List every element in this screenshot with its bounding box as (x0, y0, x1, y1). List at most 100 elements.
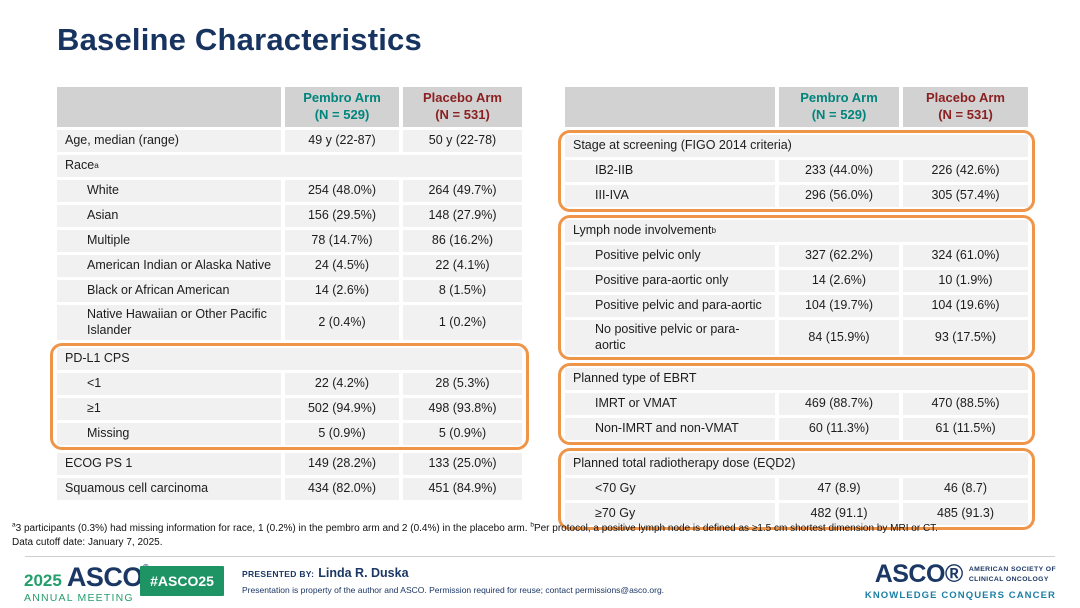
table-row: ≥1 502 (94.9%) 498 (93.8%) (57, 398, 522, 421)
placebo-value-cell: 50 y (22-78) (403, 130, 522, 152)
placebo-value-cell: 470 (88.5%) (903, 393, 1028, 416)
row-label-text: IMRT or VMAT (595, 396, 677, 411)
section-label: Planned total radiotherapy dose (EQD2) (565, 453, 1028, 476)
column-header-pembro: Pembro Arm (N = 529) (285, 87, 399, 127)
row-label: Asian (57, 205, 281, 227)
row-label: ECOG PS 1 (57, 453, 281, 476)
baseline-table-right: Pembro Arm (N = 529) Placebo Arm (N = 531) S… (558, 87, 1035, 531)
asco-logo-top: ASCO® AMERICAN SOCIETY OF CLINICAL ONCOL… (865, 562, 1056, 587)
table-row: Positive pelvic and para-aortic 104 (19.7… (565, 295, 1028, 317)
section-label-text: Stage at screening (FIGO 2014 criteria) (573, 138, 792, 153)
table-row: ≥70 Gy 482 (91.1) 485 (91.3) (565, 503, 1028, 526)
row-label-text: American Indian or Alaska Native (87, 258, 272, 273)
pembro-value-cell: 24 (4.5%) (285, 255, 399, 277)
section-label: PD-L1 CPS (57, 348, 522, 371)
table-row: IMRT or VMAT 469 (88.7%) 470 (88.5%) (565, 393, 1028, 416)
placebo-value-cell: 1 (0.2%) (403, 305, 522, 341)
pembro-value-cell: 104 (19.7%) (779, 295, 899, 317)
section-row: Race a (57, 155, 522, 177)
placebo-value-cell: 10 (1.9%) (903, 270, 1028, 292)
placebo-value-cell: 451 (84.9%) (403, 478, 522, 501)
row-label: Squamous cell carcinoma (57, 478, 281, 501)
row-label: ≥1 (57, 398, 281, 421)
row-label-text: White (87, 183, 119, 198)
highlight-box: Planned type of EBRT IMRT or VMAT 469 (88.… (558, 363, 1035, 446)
row-label-text: Positive pelvic and para-aortic (595, 298, 762, 313)
row-label-text: ≥70 Gy (595, 506, 636, 521)
pembro-value-cell: 5 (0.9%) (285, 423, 399, 446)
placebo-value-cell: 148 (27.9%) (403, 205, 522, 227)
table-row: ECOG PS 1 149 (28.2%) 133 (25.0%) (57, 453, 522, 476)
section-row: Planned type of EBRT (565, 368, 1028, 391)
row-label-text: No positive pelvic or para-aortic (595, 322, 740, 352)
row-label-text: Positive pelvic only (595, 248, 701, 263)
row-label-text: Age, median (range) (65, 133, 179, 148)
pembro-value-cell: 14 (2.6%) (779, 270, 899, 292)
table-row: Age, median (range) 49 y (22-87) 50 y (22-… (57, 130, 522, 152)
row-label: Black or African American (57, 280, 281, 302)
row-label: White (57, 180, 281, 202)
table-row: Positive pelvic only 327 (62.2%) 324 (61.0… (565, 245, 1028, 267)
placebo-value-cell: 46 (8.7) (903, 478, 1028, 501)
row-label: Positive pelvic and para-aortic (565, 295, 775, 317)
column-header-placebo: Placebo Arm (N = 531) (403, 87, 522, 127)
society-name: AMERICAN SOCIETY OF CLINICAL ONCOLOGY (969, 565, 1056, 583)
table-row: Positive para-aortic only 14 (2.6%) 10 (1.… (565, 270, 1028, 292)
row-label: III-IVA (565, 185, 775, 207)
registered-mark: ® (944, 560, 963, 588)
placebo-value-cell: 498 (93.8%) (403, 398, 522, 421)
row-label-text: Non-IMRT and non-VMAT (595, 421, 739, 436)
row-label-text: Black or African American (87, 283, 230, 298)
row-label: <70 Gy (565, 478, 775, 501)
asco-wordmark: ASCO® (874, 560, 964, 588)
footnote-text-b: Per protocol, a positive lymph node is d… (533, 523, 938, 534)
table-row: White 254 (48.0%) 264 (49.7%) (57, 180, 522, 202)
placebo-arm-label: Placebo Arm (926, 90, 1005, 106)
placebo-value-cell: 485 (91.3) (903, 503, 1028, 526)
asco-tagline: KNOWLEDGE CONQUERS CANCER (864, 590, 1056, 601)
row-label-text: III-IVA (595, 188, 629, 203)
table-row: Multiple 78 (14.7%) 86 (16.2%) (57, 230, 522, 252)
row-label-text: ≥1 (87, 401, 101, 416)
table-row: IB2-IIB 233 (44.0%) 226 (42.6%) (565, 160, 1028, 182)
presented-by-line: PRESENTED BY: Linda R. Duska (242, 566, 664, 580)
row-label: <1 (57, 373, 281, 396)
column-header-pembro: Pembro Arm (N = 529) (779, 87, 899, 127)
table-row: <1 22 (4.2%) 28 (5.3%) (57, 373, 522, 396)
row-label-text: Asian (87, 208, 119, 223)
section-label-text: Race (65, 158, 95, 173)
asco-society-logo: ASCO® AMERICAN SOCIETY OF CLINICAL ONCOL… (864, 562, 1056, 602)
table-row: No positive pelvic or para-aortic 84 (15.… (565, 320, 1028, 356)
table-header-row: Pembro Arm (N = 529) Placebo Arm (N = 531) (565, 87, 1028, 127)
header-spacer-cell (57, 87, 281, 127)
row-label: Missing (57, 423, 281, 446)
section-label: Stage at screening (FIGO 2014 criteria) (565, 135, 1028, 157)
row-label-text: Missing (87, 426, 130, 441)
pembro-value-cell: 156 (29.5%) (285, 205, 399, 227)
highlight-box: Stage at screening (FIGO 2014 criteria) I… (558, 130, 1035, 212)
row-label: Positive pelvic only (565, 245, 775, 267)
row-label-text: IB2-IIB (595, 163, 634, 178)
pembro-value-cell: 60 (11.3%) (779, 418, 899, 441)
pembro-value-cell: 482 (91.1) (779, 503, 899, 526)
placebo-value-cell: 226 (42.6%) (903, 160, 1028, 182)
row-label-text: Native Hawaiian or Other Pacific Islande… (87, 307, 267, 337)
pembro-value-cell: 78 (14.7%) (285, 230, 399, 252)
placebo-arm-n: (N = 531) (435, 107, 490, 122)
pembro-arm-n: (N = 529) (811, 107, 867, 122)
presenter-name: Linda R. Duska (318, 566, 409, 580)
footnote-text-a: 3 participants (0.3%) had missing inform… (15, 523, 531, 534)
row-label-text: Positive para-aortic only (595, 273, 729, 288)
baseline-table-left: Pembro Arm (N = 529) Placebo Arm (N = 531) A… (50, 87, 529, 501)
row-label-text: <70 Gy (595, 481, 636, 496)
section-row: Stage at screening (FIGO 2014 criteria) (565, 135, 1028, 157)
pembro-value-cell: 254 (48.0%) (285, 180, 399, 202)
row-group: ECOG PS 1 149 (28.2%) 133 (25.0%) Squamous … (57, 453, 522, 501)
row-label: IMRT or VMAT (565, 393, 775, 416)
placebo-value-cell: 133 (25.0%) (403, 453, 522, 476)
row-label: IB2-IIB (565, 160, 775, 182)
placebo-value-cell: 8 (1.5%) (403, 280, 522, 302)
placebo-value-cell: 264 (49.7%) (403, 180, 522, 202)
pembro-value-cell: 149 (28.2%) (285, 453, 399, 476)
row-label: Multiple (57, 230, 281, 252)
